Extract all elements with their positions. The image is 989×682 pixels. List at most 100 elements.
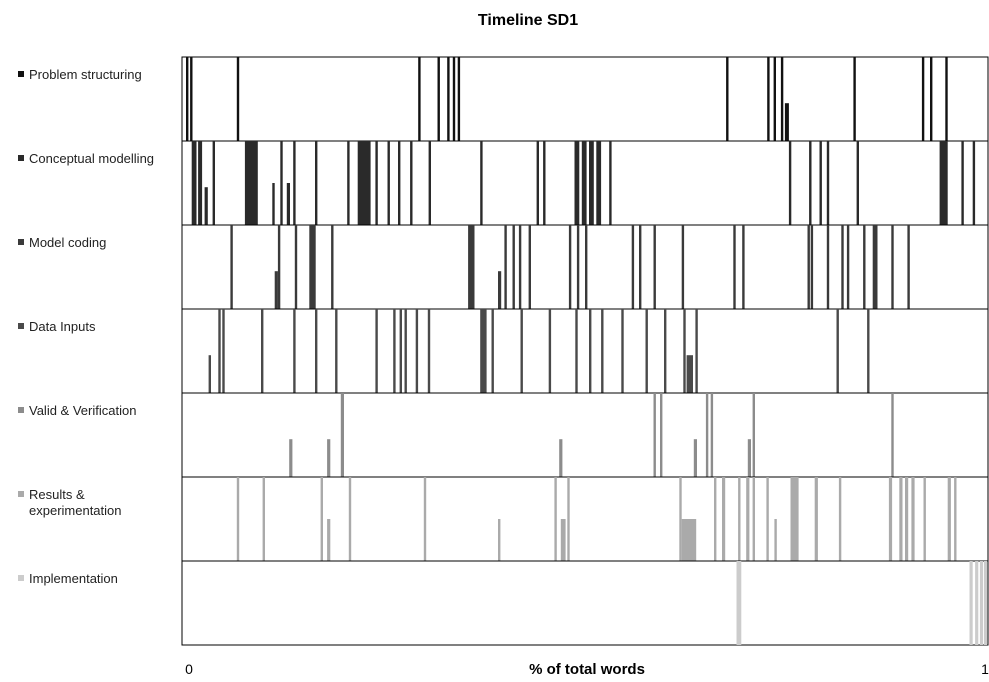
bar-3-29	[891, 225, 894, 309]
x-tick-end: 1	[981, 661, 989, 677]
bar-7-1	[736, 561, 742, 645]
chart-title: Timeline SD1	[478, 12, 578, 29]
bar-2-8	[286, 183, 290, 225]
bar-6-2	[262, 477, 265, 561]
bar-1-1	[186, 57, 189, 141]
bar-6-24	[899, 477, 903, 561]
bar-6-14	[722, 477, 726, 561]
bar-1-13	[784, 103, 789, 141]
bar-3-1	[230, 225, 233, 309]
bar-3-25	[841, 225, 844, 309]
bar-1-16	[930, 57, 933, 141]
bar-6-29	[954, 477, 957, 561]
bar-6-22	[838, 477, 842, 561]
bar-5-3	[340, 393, 344, 477]
bar-1-4	[418, 57, 421, 141]
bar-7-5	[984, 561, 988, 645]
bar-3-2	[274, 271, 278, 309]
bar-2-32	[961, 141, 964, 225]
bar-6-16	[746, 477, 750, 561]
bar-2-18	[480, 141, 483, 225]
bar-5-6	[660, 393, 663, 477]
bar-4-7	[335, 309, 338, 393]
bar-6-25	[905, 477, 909, 561]
bar-4-5	[293, 309, 296, 393]
bar-2-19	[536, 141, 539, 225]
bar-1-15	[921, 57, 925, 141]
series-label-2: Conceptual modelling	[29, 151, 154, 166]
bar-4-27	[836, 309, 839, 393]
bar-3-6	[331, 225, 334, 309]
bar-2-16	[410, 141, 413, 225]
bar-2-7	[280, 141, 283, 225]
bar-4-20	[601, 309, 604, 393]
legend-marker-6	[18, 491, 24, 497]
bar-7-4	[979, 561, 984, 645]
bar-6-23	[888, 477, 893, 561]
bar-4-6	[315, 309, 318, 393]
bar-2-1	[191, 141, 197, 225]
bar-1-6	[447, 57, 450, 141]
bar-6-8	[554, 477, 557, 561]
bar-5-2	[327, 439, 331, 477]
bar-2-24	[596, 141, 602, 225]
bar-2-15	[398, 141, 401, 225]
bar-2-14	[387, 141, 390, 225]
bar-6-6	[423, 477, 427, 561]
bar-1-9	[726, 57, 729, 141]
bar-5-7	[693, 439, 697, 477]
bar-4-28	[867, 309, 870, 393]
bar-6-19	[774, 519, 777, 561]
bar-4-15	[491, 309, 494, 393]
bar-3-24	[826, 225, 830, 309]
legend-marker-3	[18, 239, 24, 245]
bar-1-10	[767, 57, 770, 141]
bar-3-27	[863, 225, 866, 309]
bar-3-3	[277, 225, 281, 309]
series-label-3: Model coding	[29, 235, 106, 250]
bar-2-2	[198, 141, 203, 225]
bar-2-12	[357, 141, 371, 225]
bar-3-21	[742, 225, 745, 309]
bar-3-19	[681, 225, 685, 309]
bar-4-8	[375, 309, 378, 393]
bar-2-28	[819, 141, 822, 225]
bar-4-25	[686, 355, 693, 393]
bar-1-12	[780, 57, 784, 141]
bar-4-22	[645, 309, 648, 393]
bar-2-29	[826, 141, 830, 225]
series-label-4: Data Inputs	[29, 319, 96, 334]
bar-6-10	[567, 477, 570, 561]
bar-5-12	[891, 393, 894, 477]
bar-3-5	[309, 225, 316, 309]
bar-4-19	[589, 309, 592, 393]
bar-6-26	[911, 477, 915, 561]
bar-2-30	[856, 141, 859, 225]
bar-6-3	[320, 477, 323, 561]
bar-3-26	[846, 225, 850, 309]
bar-3-15	[585, 225, 588, 309]
bar-2-11	[347, 141, 350, 225]
bar-6-11	[679, 477, 682, 561]
bar-3-13	[568, 225, 572, 309]
bar-2-33	[972, 141, 976, 225]
bar-1-2	[190, 57, 193, 141]
bar-6-1	[236, 477, 240, 561]
bar-1-17	[945, 57, 948, 141]
bar-3-18	[653, 225, 656, 309]
bar-3-8	[498, 271, 502, 309]
bar-1-8	[457, 57, 461, 141]
series-label-7: Implementation	[29, 571, 118, 586]
bar-2-23	[589, 141, 594, 225]
bar-4-10	[399, 309, 402, 393]
bar-6-12	[681, 519, 697, 561]
bar-4-16	[520, 309, 523, 393]
bar-4-2	[218, 309, 221, 393]
bar-2-9	[293, 141, 296, 225]
bar-4-17	[548, 309, 552, 393]
bar-6-27	[923, 477, 926, 561]
bar-3-11	[518, 225, 522, 309]
bar-2-31	[939, 141, 948, 225]
bar-2-5	[244, 141, 258, 225]
